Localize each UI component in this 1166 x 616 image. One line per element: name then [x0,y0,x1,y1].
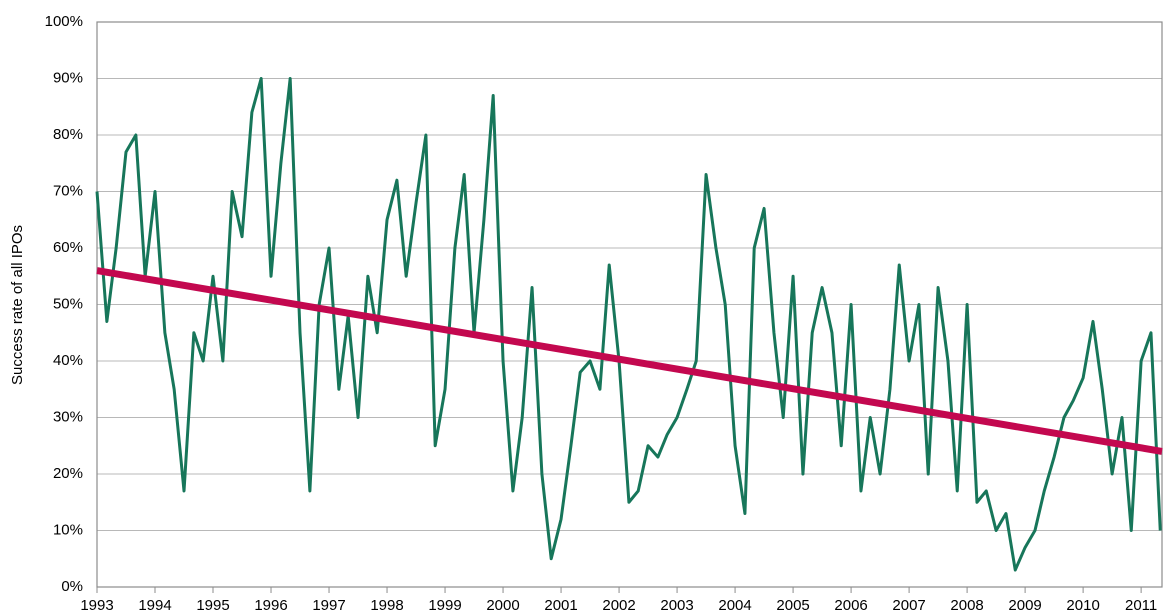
x-tick-label: 2005 [776,597,809,614]
x-tick-label: 1994 [138,597,171,614]
x-tick-label: 2007 [892,597,925,614]
x-tick-label: 1996 [254,597,287,614]
series-line [96,267,1163,455]
x-tick-label: 2001 [544,597,577,614]
y-tick-label: 50% [53,295,83,312]
plot-frame [96,21,1163,588]
x-tick-label: 1998 [370,597,403,614]
y-tick-label: 30% [53,408,83,425]
x-tick-label: 2009 [1008,597,1041,614]
y-tick-label: 70% [53,182,83,199]
y-tick-label: 0% [61,578,83,595]
y-axis-label: Success rate of all IPOs [9,225,26,385]
series-line [95,77,1162,572]
x-tick-label: 1999 [428,597,461,614]
x-tick-label: 2002 [602,597,635,614]
x-tick-label: 2008 [950,597,983,614]
y-tick-label: 10% [53,521,83,538]
y-tick-label: 60% [53,239,83,256]
y-tick-label: 100% [45,13,83,30]
x-tick-label: 2010 [1066,597,1099,614]
y-tick-label: 90% [53,69,83,86]
x-tick-label: 2004 [718,597,751,614]
x-tick-label: 2003 [660,597,693,614]
x-tick-label: 2000 [486,597,519,614]
y-tick-label: 80% [53,126,83,143]
x-tick-label: 1995 [196,597,229,614]
x-tick-label: 2011 [1125,597,1157,614]
x-tick-label: 1997 [312,597,345,614]
y-tick-label: 20% [53,465,83,482]
x-tick-label: 2006 [834,597,867,614]
x-tick-label: 1993 [80,597,113,614]
y-tick-label: 40% [53,352,83,369]
